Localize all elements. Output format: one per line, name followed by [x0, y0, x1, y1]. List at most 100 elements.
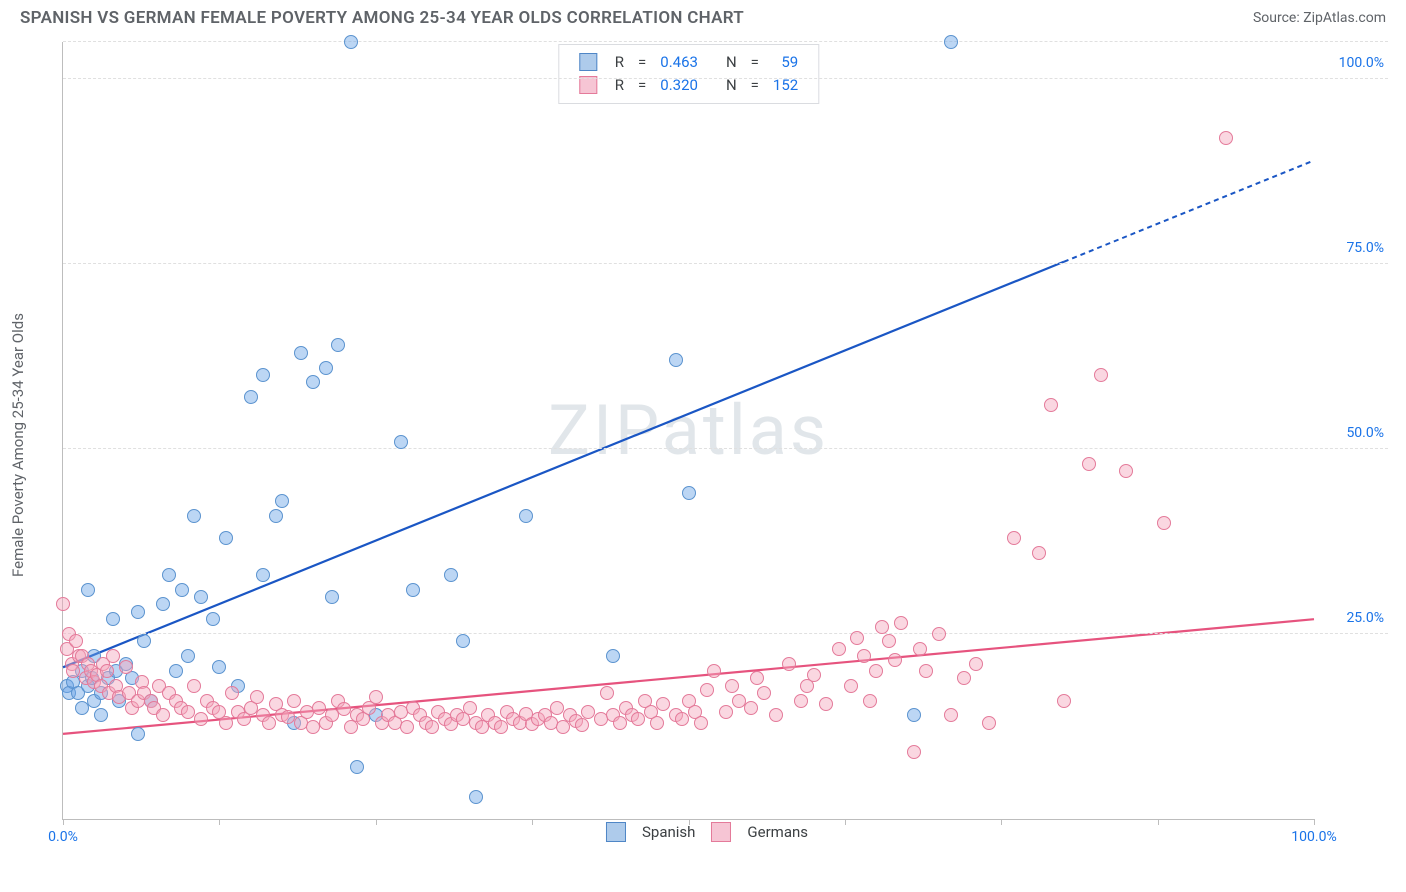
data-point	[90, 668, 104, 682]
data-point	[325, 590, 339, 604]
data-point	[550, 701, 564, 715]
data-point	[1082, 457, 1096, 471]
data-point	[394, 435, 408, 449]
data-point	[594, 712, 608, 726]
data-point	[287, 694, 301, 708]
data-point	[381, 708, 395, 722]
data-point	[513, 716, 527, 730]
data-point	[344, 720, 358, 734]
data-point	[932, 627, 946, 641]
data-point	[256, 708, 270, 722]
gridline	[63, 448, 1388, 449]
data-point	[907, 708, 921, 722]
data-point	[162, 686, 176, 700]
data-point	[844, 679, 858, 693]
data-point	[869, 664, 883, 678]
data-point	[87, 675, 101, 689]
data-point	[250, 690, 264, 704]
data-point	[469, 790, 483, 804]
data-point	[350, 708, 364, 722]
data-point	[1044, 398, 1058, 412]
data-point	[65, 657, 79, 671]
data-point	[413, 708, 427, 722]
x-tick	[1158, 819, 1159, 825]
x-tick	[1314, 819, 1315, 825]
data-point	[60, 642, 74, 656]
gridline	[63, 633, 1388, 634]
data-point	[81, 679, 95, 693]
data-point	[225, 686, 239, 700]
legend-series-label: Germans	[747, 823, 808, 841]
data-point	[419, 716, 433, 730]
y-tick-label: 50.0%	[1346, 425, 1384, 441]
y-tick-label: 75.0%	[1346, 240, 1384, 256]
gridline	[63, 41, 1388, 42]
data-point	[556, 720, 570, 734]
data-point	[807, 668, 821, 682]
data-point	[919, 664, 933, 678]
data-point	[494, 720, 508, 734]
data-point	[112, 690, 126, 704]
gridline	[63, 78, 1388, 79]
data-point	[531, 712, 545, 726]
data-point	[101, 671, 115, 685]
data-point	[81, 583, 95, 597]
data-point	[219, 531, 233, 545]
data-point	[131, 727, 145, 741]
data-point	[187, 679, 201, 693]
data-point	[162, 568, 176, 582]
data-point	[62, 686, 76, 700]
data-point	[75, 649, 89, 663]
data-point	[707, 664, 721, 678]
data-point	[400, 720, 414, 734]
data-point	[144, 694, 158, 708]
legend-n-value: 59	[767, 51, 804, 72]
data-point	[725, 679, 739, 693]
data-point	[219, 716, 233, 730]
chart-title: SPANISH VS GERMAN FEMALE POVERTY AMONG 2…	[20, 8, 744, 28]
data-point	[425, 720, 439, 734]
data-point	[631, 712, 645, 726]
data-point	[669, 708, 683, 722]
correlation-legend: R=0.463N=59R=0.320N=152	[558, 44, 819, 104]
data-point	[169, 664, 183, 678]
data-point	[72, 649, 86, 663]
data-point	[375, 716, 389, 730]
data-point	[137, 686, 151, 700]
data-point	[619, 701, 633, 715]
data-point	[112, 694, 126, 708]
data-point	[644, 705, 658, 719]
data-point	[719, 705, 733, 719]
legend-r-value: 0.463	[654, 51, 704, 72]
data-point	[85, 671, 99, 685]
data-point	[275, 494, 289, 508]
x-tick	[1001, 819, 1002, 825]
data-point	[269, 697, 283, 711]
data-point	[456, 712, 470, 726]
chart-container: Female Poverty Among 25-34 Year Olds ZIP…	[38, 42, 1388, 848]
data-point	[331, 338, 345, 352]
source-attribution: Source: ZipAtlas.com	[1253, 10, 1386, 26]
data-point	[362, 701, 376, 715]
data-point	[438, 712, 452, 726]
data-point	[212, 660, 226, 674]
data-point	[444, 717, 458, 731]
data-point	[106, 649, 120, 663]
data-point	[175, 583, 189, 597]
data-point	[563, 708, 577, 722]
data-point	[187, 509, 201, 523]
data-point	[194, 712, 208, 726]
data-point	[256, 368, 270, 382]
data-point	[700, 683, 714, 697]
data-point	[406, 701, 420, 715]
data-point	[500, 705, 514, 719]
legend-swatch	[579, 53, 597, 71]
legend-r-label: R	[609, 51, 630, 72]
data-point	[569, 714, 583, 728]
data-point	[206, 701, 220, 715]
data-point	[875, 620, 889, 634]
data-point	[406, 583, 420, 597]
data-point	[475, 720, 489, 734]
data-point	[1119, 464, 1133, 478]
data-point	[119, 660, 133, 674]
